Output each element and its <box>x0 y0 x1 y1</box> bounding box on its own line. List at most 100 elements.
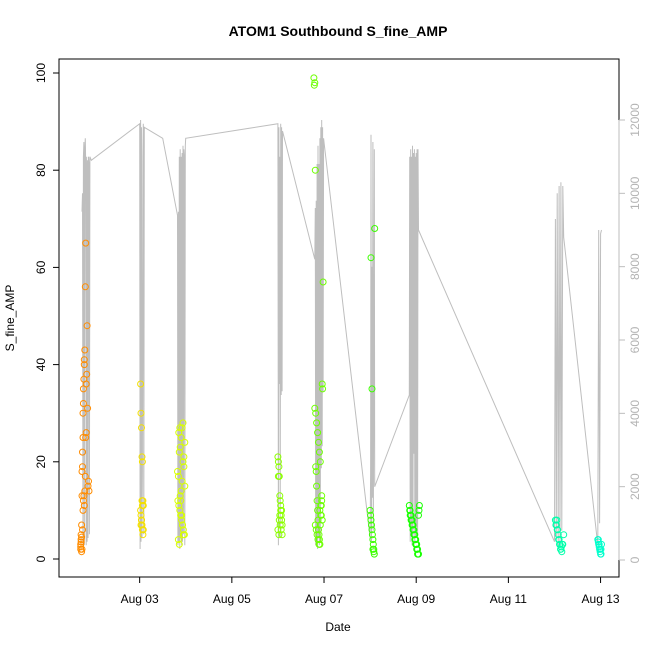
y2-tick-label: 12000 <box>628 103 642 137</box>
data-point <box>315 438 322 446</box>
data-point <box>178 516 186 524</box>
data-point <box>78 468 86 475</box>
scatter-series <box>405 502 423 558</box>
x-axis-label: Date <box>325 620 351 634</box>
data-point <box>558 540 566 548</box>
data-point <box>319 278 327 286</box>
data-point <box>313 497 321 505</box>
data-point <box>77 536 85 544</box>
data-point <box>79 497 87 505</box>
data-point <box>137 521 145 529</box>
data-point <box>178 477 186 485</box>
data-point <box>406 506 414 514</box>
data-point <box>369 536 377 544</box>
data-point <box>137 511 145 519</box>
data-point <box>407 516 415 524</box>
data-point <box>555 536 563 544</box>
y2-tick-label: 0 <box>628 556 642 563</box>
y-axis-label: S_fine_AMP <box>3 285 17 352</box>
data-point <box>177 487 185 495</box>
data-point <box>83 370 91 378</box>
data-point <box>406 511 414 519</box>
data-point <box>409 526 417 534</box>
data-point <box>368 385 376 393</box>
left-axis: 0 20 40 60 80 100 <box>34 63 60 562</box>
data-point <box>139 531 147 539</box>
data-point <box>560 531 568 539</box>
data-point <box>415 511 422 519</box>
data-point <box>367 516 375 524</box>
data-point <box>368 521 375 529</box>
data-point <box>180 453 188 461</box>
data-point <box>138 497 146 505</box>
data-point <box>180 463 188 471</box>
data-point <box>82 239 90 247</box>
data-point <box>367 254 375 262</box>
data-point <box>137 409 145 417</box>
data-point <box>79 409 87 417</box>
data-point <box>83 322 91 330</box>
data-point <box>78 533 86 541</box>
y2-tick-label: 4000 <box>628 400 642 427</box>
y-tick-label: 80 <box>34 163 48 177</box>
data-point <box>314 506 322 514</box>
data-point <box>138 458 146 466</box>
y2-tick-label: 8000 <box>628 253 642 280</box>
data-point <box>369 540 377 548</box>
data-point <box>553 516 561 524</box>
data-point <box>79 448 86 456</box>
data-point <box>84 404 92 412</box>
data-point <box>138 453 146 461</box>
data-point <box>79 463 86 471</box>
data-point <box>278 516 286 524</box>
data-point <box>85 477 92 485</box>
data-point <box>82 434 90 441</box>
data-point <box>179 521 186 529</box>
data-point <box>275 463 283 471</box>
data-point <box>81 487 89 495</box>
data-point <box>179 526 187 534</box>
data-point <box>367 511 375 519</box>
data-point <box>370 548 378 556</box>
data-point <box>318 497 326 505</box>
x-tick-label: Aug 03 <box>121 592 159 606</box>
scatter-series <box>137 380 147 539</box>
data-point <box>81 283 89 291</box>
data-point <box>313 531 321 539</box>
data-point <box>178 424 186 432</box>
x-tick-label: Aug 13 <box>582 592 620 606</box>
data-point <box>274 453 282 461</box>
data-point <box>318 380 326 388</box>
data-point <box>415 506 423 514</box>
data-point <box>316 506 324 514</box>
data-point <box>311 521 319 529</box>
data-point <box>415 502 423 509</box>
data-point <box>314 429 322 437</box>
y-tick-label: 40 <box>34 358 48 372</box>
data-point <box>366 506 374 514</box>
data-point <box>311 166 319 174</box>
data-point <box>276 497 284 505</box>
data-point <box>276 521 284 529</box>
x-tick-label: Aug 09 <box>397 592 435 606</box>
data-point <box>176 492 184 500</box>
data-point <box>138 424 145 432</box>
data-point <box>314 536 322 544</box>
y2-tick-label: 6000 <box>628 326 642 353</box>
data-point <box>310 74 318 82</box>
data-point <box>176 443 184 451</box>
data-point <box>277 526 285 534</box>
data-point <box>317 511 325 519</box>
scatter-series <box>366 225 379 558</box>
data-point <box>554 526 562 534</box>
data-point <box>79 506 87 514</box>
data-point <box>598 540 605 548</box>
data-point <box>405 502 413 509</box>
data-point <box>175 540 183 548</box>
data-point <box>174 468 181 475</box>
data-point <box>408 521 416 529</box>
data-point <box>597 550 605 558</box>
data-point <box>318 516 326 524</box>
scatter-series <box>594 536 605 558</box>
